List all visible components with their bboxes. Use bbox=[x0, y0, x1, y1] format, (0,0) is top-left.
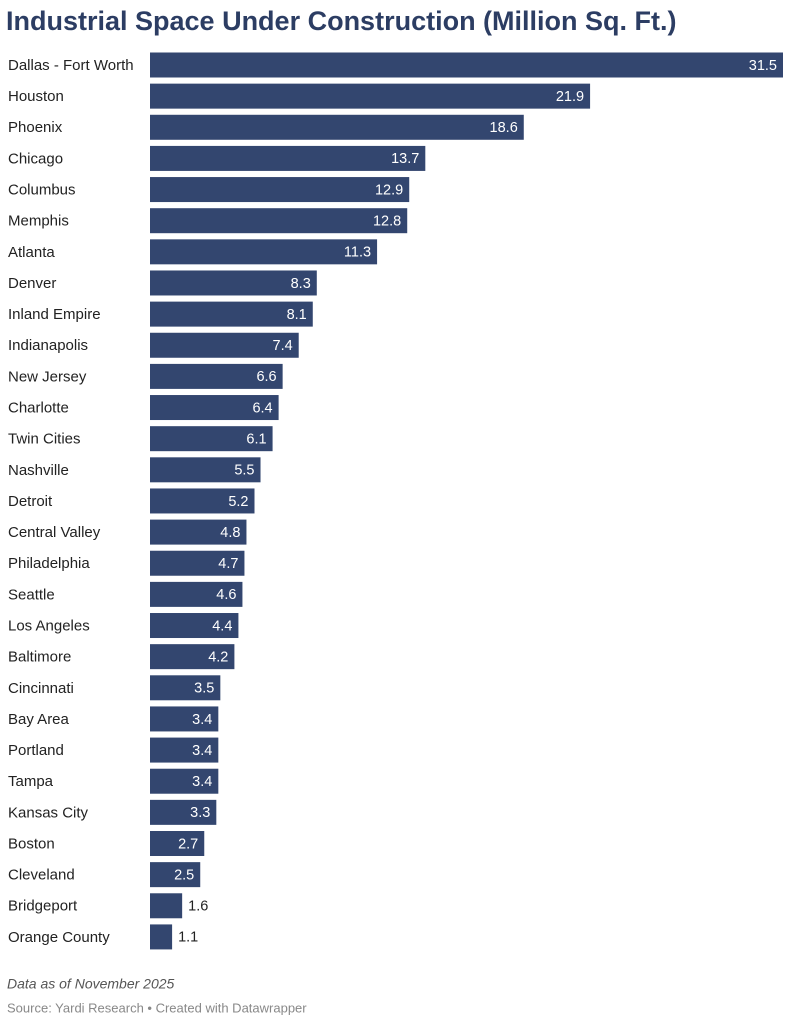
value-label: 11.3 bbox=[344, 245, 371, 261]
category-label: Chicago bbox=[8, 150, 63, 167]
value-label: 3.3 bbox=[190, 805, 210, 821]
bar bbox=[150, 114, 524, 140]
value-label: 8.3 bbox=[291, 276, 311, 292]
bar bbox=[150, 831, 205, 856]
bar bbox=[150, 737, 219, 763]
category-label: Cincinnati bbox=[8, 680, 74, 697]
bar bbox=[150, 519, 247, 545]
value-label: 4.4 bbox=[212, 618, 232, 634]
value-label: 18.6 bbox=[490, 120, 518, 136]
value-label: 7.4 bbox=[273, 338, 293, 354]
value-label: 1.6 bbox=[188, 899, 208, 915]
bar bbox=[150, 768, 219, 794]
category-label: Philadelphia bbox=[8, 555, 90, 572]
value-label: 31.5 bbox=[749, 58, 777, 74]
chart-title: Industrial Space Under Construction (Mil… bbox=[6, 6, 677, 36]
bar bbox=[150, 270, 317, 296]
value-label: 3.4 bbox=[192, 774, 212, 790]
category-label: Tampa bbox=[8, 773, 54, 790]
bar bbox=[150, 799, 217, 825]
bar bbox=[150, 644, 235, 670]
value-label: 4.8 bbox=[220, 525, 240, 541]
value-label: 12.8 bbox=[373, 214, 401, 230]
bar bbox=[150, 613, 239, 639]
category-label: Houston bbox=[8, 88, 64, 105]
value-label: 3.4 bbox=[192, 743, 212, 759]
category-label: Baltimore bbox=[8, 649, 71, 666]
category-label: Phoenix bbox=[8, 119, 63, 136]
value-label: 3.4 bbox=[192, 712, 212, 728]
bar bbox=[150, 239, 378, 265]
category-label: Columbus bbox=[8, 182, 76, 199]
value-label: 2.7 bbox=[178, 836, 198, 852]
value-label: 4.7 bbox=[218, 556, 238, 572]
value-label: 5.2 bbox=[228, 494, 248, 510]
category-label: Los Angeles bbox=[8, 617, 90, 634]
bar bbox=[150, 675, 221, 701]
bar bbox=[150, 862, 201, 888]
bar bbox=[150, 145, 426, 171]
bar bbox=[150, 395, 279, 421]
category-label: Kansas City bbox=[8, 804, 89, 821]
bar bbox=[150, 893, 183, 919]
category-label: Charlotte bbox=[8, 400, 69, 417]
value-label: 3.5 bbox=[194, 681, 214, 697]
value-label: 6.1 bbox=[246, 432, 266, 448]
value-label: 6.4 bbox=[252, 400, 272, 416]
value-label: 12.9 bbox=[375, 182, 403, 198]
category-label: New Jersey bbox=[8, 368, 87, 385]
category-label: Central Valley bbox=[8, 524, 101, 541]
value-label: 6.6 bbox=[256, 369, 276, 385]
value-label: 13.7 bbox=[391, 151, 419, 167]
category-label: Bridgeport bbox=[8, 898, 78, 915]
category-label: Memphis bbox=[8, 213, 69, 230]
category-label: Dallas - Fort Worth bbox=[8, 57, 134, 74]
category-label: Twin Cities bbox=[8, 431, 81, 448]
bar bbox=[150, 83, 591, 109]
category-label: Denver bbox=[8, 275, 56, 292]
bar bbox=[150, 457, 261, 483]
category-label: Orange County bbox=[8, 929, 110, 946]
bar bbox=[150, 208, 408, 234]
category-label: Atlanta bbox=[8, 244, 55, 261]
bar bbox=[150, 301, 313, 327]
note: Data as of November 2025 bbox=[7, 976, 175, 992]
category-label: Indianapolis bbox=[8, 337, 88, 354]
bar bbox=[150, 426, 273, 452]
value-label: 5.5 bbox=[234, 463, 254, 479]
value-label: 21.9 bbox=[556, 89, 584, 105]
bar bbox=[150, 550, 245, 576]
value-label: 1.1 bbox=[178, 930, 198, 946]
category-label: Portland bbox=[8, 742, 64, 759]
bar bbox=[150, 332, 299, 358]
bar bbox=[150, 581, 243, 607]
category-label: Cleveland bbox=[8, 867, 75, 884]
bar bbox=[150, 52, 783, 78]
source: Source: Yardi Research • Created with Da… bbox=[7, 1000, 307, 1015]
bar bbox=[150, 177, 410, 203]
value-label: 2.5 bbox=[174, 867, 194, 883]
bar bbox=[150, 706, 219, 732]
category-label: Bay Area bbox=[8, 711, 70, 728]
category-label: Inland Empire bbox=[8, 306, 101, 323]
bar bbox=[150, 488, 255, 514]
value-label: 4.2 bbox=[208, 649, 228, 665]
category-label: Seattle bbox=[8, 586, 55, 603]
bar bbox=[150, 924, 173, 950]
bar bbox=[150, 363, 283, 389]
category-label: Boston bbox=[8, 835, 55, 852]
category-label: Nashville bbox=[8, 462, 69, 479]
category-label: Detroit bbox=[8, 493, 53, 510]
value-label: 8.1 bbox=[287, 307, 307, 323]
value-label: 4.6 bbox=[216, 587, 236, 603]
